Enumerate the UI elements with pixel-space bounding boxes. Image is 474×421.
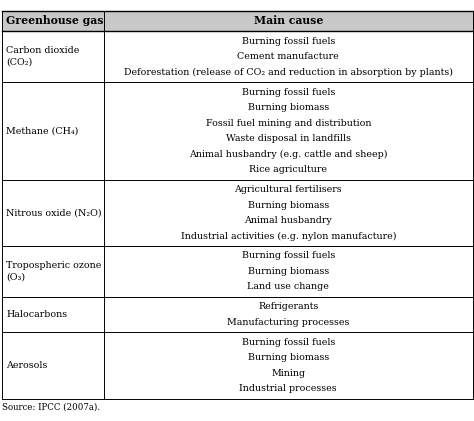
Text: Nitrous oxide (N₂O): Nitrous oxide (N₂O): [6, 208, 102, 217]
Text: Burning biomass: Burning biomass: [248, 353, 329, 362]
Text: Industrial processes: Industrial processes: [239, 384, 337, 393]
Text: Agricultural fertilisers: Agricultural fertilisers: [235, 185, 342, 194]
Text: Burning fossil fuels: Burning fossil fuels: [242, 88, 335, 96]
Text: Carbon dioxide
(CO₂): Carbon dioxide (CO₂): [6, 46, 80, 67]
Text: Land use change: Land use change: [247, 282, 329, 291]
Text: Deforestation (release of CO₂ and reduction in absorption by plants): Deforestation (release of CO₂ and reduct…: [124, 68, 453, 77]
Text: Burning biomass: Burning biomass: [248, 200, 329, 210]
Text: Halocarbons: Halocarbons: [6, 310, 67, 319]
Text: Source: IPCC (2007a).: Source: IPCC (2007a).: [2, 402, 100, 411]
Text: Manufacturing processes: Manufacturing processes: [227, 318, 349, 327]
Text: Methane (CH₄): Methane (CH₄): [6, 126, 79, 136]
Bar: [2, 11, 473, 31]
Text: Animal husbandry (e.g. cattle and sheep): Animal husbandry (e.g. cattle and sheep): [189, 149, 388, 159]
Text: Mining: Mining: [271, 369, 305, 378]
Text: Refrigerants: Refrigerants: [258, 302, 319, 311]
Text: Burning biomass: Burning biomass: [248, 103, 329, 112]
Text: Fossil fuel mining and distribution: Fossil fuel mining and distribution: [206, 119, 371, 128]
Text: Animal husbandry: Animal husbandry: [245, 216, 332, 225]
Text: Main cause: Main cause: [254, 16, 323, 27]
Text: Tropospheric ozone
(O₃): Tropospheric ozone (O₃): [6, 261, 101, 282]
Text: Waste disposal in landfills: Waste disposal in landfills: [226, 134, 351, 143]
Text: Greenhouse gas: Greenhouse gas: [6, 16, 104, 27]
Text: Aerosols: Aerosols: [6, 361, 47, 370]
Text: Cement manufacture: Cement manufacture: [237, 52, 339, 61]
Text: Burning fossil fuels: Burning fossil fuels: [242, 251, 335, 261]
Text: Burning fossil fuels: Burning fossil fuels: [242, 338, 335, 346]
Text: Burning biomass: Burning biomass: [248, 267, 329, 276]
Text: Industrial activities (e.g. nylon manufacture): Industrial activities (e.g. nylon manufa…: [181, 232, 396, 241]
Text: Rice agriculture: Rice agriculture: [249, 165, 328, 174]
Text: Burning fossil fuels: Burning fossil fuels: [242, 37, 335, 45]
